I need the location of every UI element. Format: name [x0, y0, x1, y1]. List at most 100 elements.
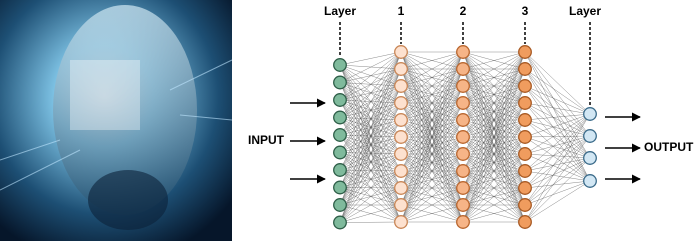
edge	[524, 153, 591, 159]
edge	[524, 51, 591, 115]
neuron	[456, 215, 470, 229]
edge	[339, 134, 402, 155]
edge	[462, 51, 526, 87]
edge	[339, 51, 402, 83]
edge	[524, 157, 591, 189]
layer-label: Layer	[569, 4, 601, 18]
edge	[524, 170, 591, 182]
edge	[339, 51, 402, 136]
edge	[339, 102, 402, 223]
edge	[339, 117, 402, 172]
neuron	[333, 93, 347, 107]
edge	[524, 157, 591, 206]
edge	[524, 135, 591, 155]
neuron	[394, 79, 408, 93]
edge	[462, 51, 526, 121]
edge	[339, 152, 402, 172]
edge	[524, 85, 591, 159]
edge	[524, 113, 591, 155]
neuron	[333, 215, 347, 230]
edge	[524, 119, 591, 182]
neuron	[518, 62, 532, 76]
edge	[339, 152, 402, 206]
edge	[524, 180, 591, 223]
edge	[339, 204, 402, 223]
edge	[462, 68, 526, 223]
edge	[524, 102, 591, 159]
neuron	[518, 96, 532, 110]
edge	[400, 51, 464, 155]
neuron	[394, 164, 408, 178]
edge	[462, 51, 526, 172]
edge	[524, 102, 591, 137]
edge	[524, 135, 591, 138]
edge	[524, 119, 591, 137]
neuron	[518, 215, 532, 229]
edge	[462, 51, 526, 206]
edge	[524, 85, 591, 182]
neuron	[518, 147, 532, 161]
edge	[462, 170, 526, 223]
neuron	[456, 130, 470, 144]
edge	[339, 51, 402, 118]
neuron	[394, 215, 408, 229]
edge	[524, 113, 591, 138]
edge	[400, 204, 464, 223]
edge	[400, 153, 464, 223]
neuron	[394, 96, 408, 110]
edge	[339, 169, 402, 189]
neuron	[518, 181, 532, 195]
neuron	[456, 164, 470, 178]
edge	[462, 51, 526, 138]
neuron	[394, 62, 408, 76]
neuron	[333, 180, 347, 195]
edge	[462, 51, 526, 104]
edge	[462, 204, 526, 223]
edge	[339, 99, 402, 121]
edge	[524, 113, 591, 121]
edge	[339, 187, 402, 223]
neuron	[456, 181, 470, 195]
neuron	[583, 151, 597, 165]
edge	[339, 117, 402, 155]
edge	[339, 152, 402, 189]
edge	[339, 68, 402, 223]
neuron	[456, 62, 470, 76]
neuron	[583, 174, 597, 188]
edge	[339, 170, 402, 223]
neuron	[394, 198, 408, 212]
neuron	[583, 107, 597, 121]
edge	[339, 51, 402, 171]
edge	[524, 113, 591, 206]
input-label: INPUT	[248, 133, 285, 147]
edge	[339, 64, 402, 121]
edge	[339, 204, 402, 223]
edge	[400, 85, 464, 223]
neuron	[456, 113, 470, 127]
edge	[400, 51, 464, 70]
edge	[400, 51, 464, 138]
edge	[524, 51, 591, 137]
edge	[400, 51, 464, 206]
edge	[462, 51, 526, 223]
edge	[524, 85, 591, 137]
edge	[462, 102, 526, 223]
edge	[400, 51, 464, 223]
edge	[462, 85, 526, 223]
edge	[524, 68, 591, 137]
edge	[400, 51, 464, 121]
neuron	[333, 75, 347, 90]
neuron	[456, 147, 470, 161]
neuron	[394, 181, 408, 195]
edge	[400, 51, 464, 172]
neuron	[333, 145, 347, 160]
neuron	[518, 164, 532, 178]
edge	[339, 169, 402, 223]
neuron	[394, 45, 408, 59]
connections	[339, 51, 591, 223]
edge	[339, 51, 402, 188]
edge	[400, 51, 464, 104]
neuron	[518, 130, 532, 144]
neuron	[456, 79, 470, 93]
